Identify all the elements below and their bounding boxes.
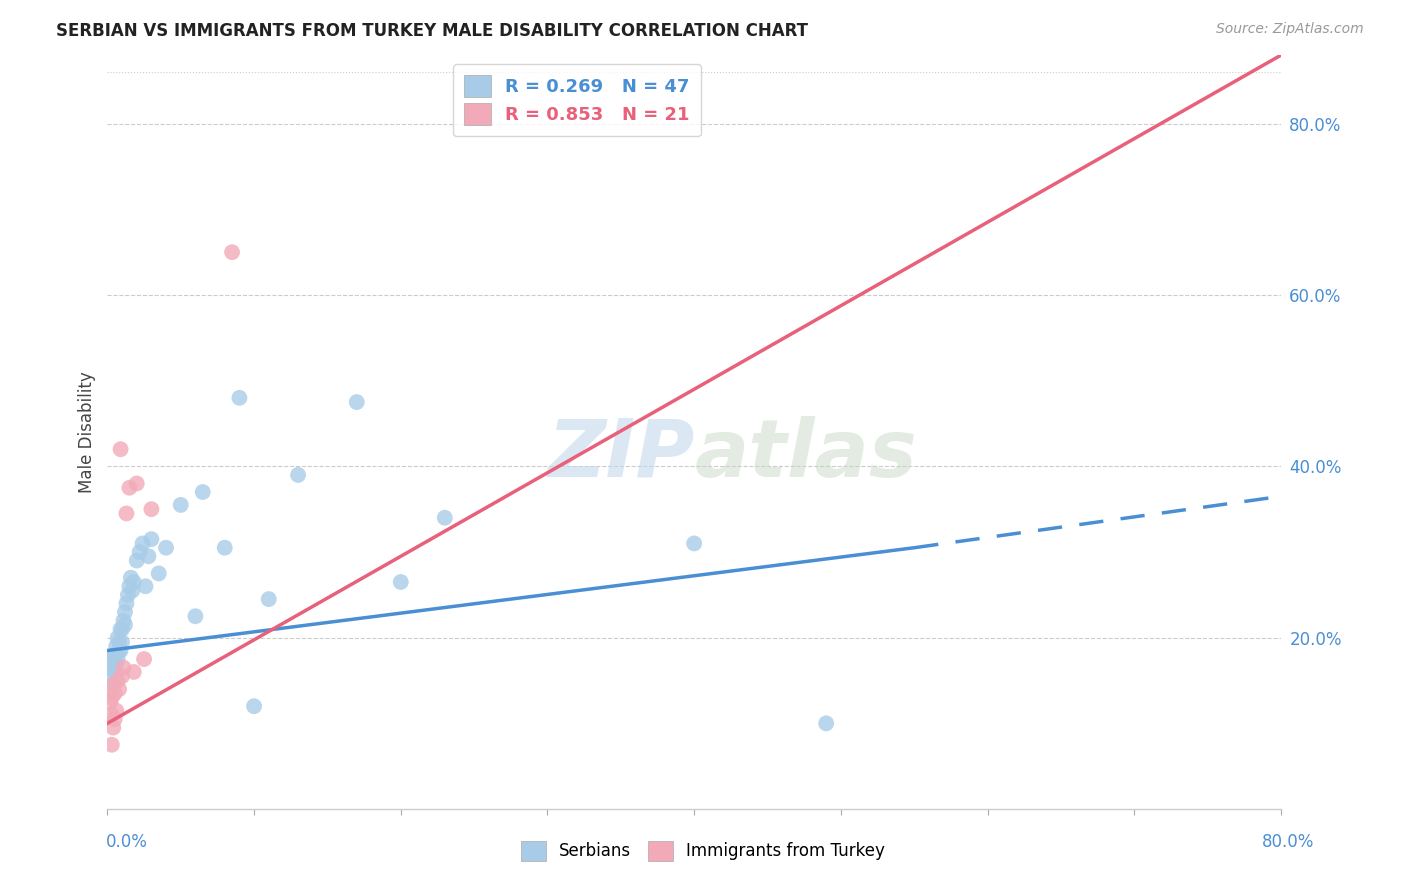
Point	[104, 686, 127, 700]
Point	[114, 605, 136, 619]
Point	[103, 657, 125, 671]
Point	[191, 485, 214, 500]
Y-axis label: Male Disability: Male Disability	[79, 371, 96, 493]
Point	[121, 583, 143, 598]
Point	[104, 665, 127, 679]
Point	[221, 245, 243, 260]
Point	[433, 510, 456, 524]
Point	[108, 643, 131, 657]
Point	[105, 657, 128, 671]
Point	[107, 673, 129, 688]
Point	[683, 536, 706, 550]
Point	[131, 536, 153, 550]
Point	[110, 442, 132, 457]
Point	[118, 481, 141, 495]
Point	[117, 588, 139, 602]
Point	[138, 549, 160, 564]
Text: SERBIAN VS IMMIGRANTS FROM TURKEY MALE DISABILITY CORRELATION CHART: SERBIAN VS IMMIGRANTS FROM TURKEY MALE D…	[56, 22, 808, 40]
Point	[128, 545, 150, 559]
Point	[105, 704, 128, 718]
Point	[141, 532, 163, 546]
Point	[170, 498, 193, 512]
Point	[101, 690, 124, 705]
Point	[103, 721, 125, 735]
Point	[104, 712, 127, 726]
Point	[122, 574, 145, 589]
Point	[111, 669, 134, 683]
Point	[135, 579, 157, 593]
Point	[132, 652, 155, 666]
Point	[112, 614, 135, 628]
Point	[125, 476, 148, 491]
Point	[107, 652, 129, 666]
Point	[115, 596, 138, 610]
Point	[228, 391, 250, 405]
Text: 80.0%: 80.0%	[1263, 833, 1315, 851]
Text: 0.0%: 0.0%	[105, 833, 148, 851]
Point	[108, 682, 131, 697]
Point	[111, 622, 134, 636]
Point	[110, 622, 132, 636]
Legend: Serbians, Immigrants from Turkey: Serbians, Immigrants from Turkey	[515, 834, 891, 868]
Point	[125, 553, 148, 567]
Point	[257, 592, 280, 607]
Point	[105, 639, 128, 653]
Legend: R = 0.269   N = 47, R = 0.853   N = 21: R = 0.269 N = 47, R = 0.853 N = 21	[453, 64, 700, 136]
Point	[112, 660, 135, 674]
Point	[184, 609, 207, 624]
Point	[108, 635, 131, 649]
Point	[98, 660, 121, 674]
Text: Source: ZipAtlas.com: Source: ZipAtlas.com	[1216, 22, 1364, 37]
Point	[815, 716, 838, 731]
Point	[114, 617, 136, 632]
Point	[155, 541, 177, 555]
Point	[148, 566, 170, 581]
Point	[101, 652, 124, 666]
Text: atlas: atlas	[695, 416, 917, 493]
Point	[141, 502, 163, 516]
Text: ZIP: ZIP	[547, 416, 695, 493]
Point	[118, 579, 141, 593]
Point	[107, 631, 129, 645]
Point	[110, 643, 132, 657]
Point	[120, 571, 142, 585]
Point	[214, 541, 236, 555]
Point	[115, 507, 138, 521]
Point	[111, 635, 134, 649]
Point	[101, 669, 124, 683]
Point	[103, 678, 125, 692]
Point	[287, 467, 309, 482]
Point	[389, 574, 412, 589]
Point	[101, 738, 124, 752]
Point	[104, 648, 127, 662]
Point	[103, 678, 125, 692]
Point	[346, 395, 368, 409]
Point	[243, 699, 266, 714]
Point	[98, 695, 121, 709]
Point	[101, 707, 124, 722]
Point	[122, 665, 145, 679]
